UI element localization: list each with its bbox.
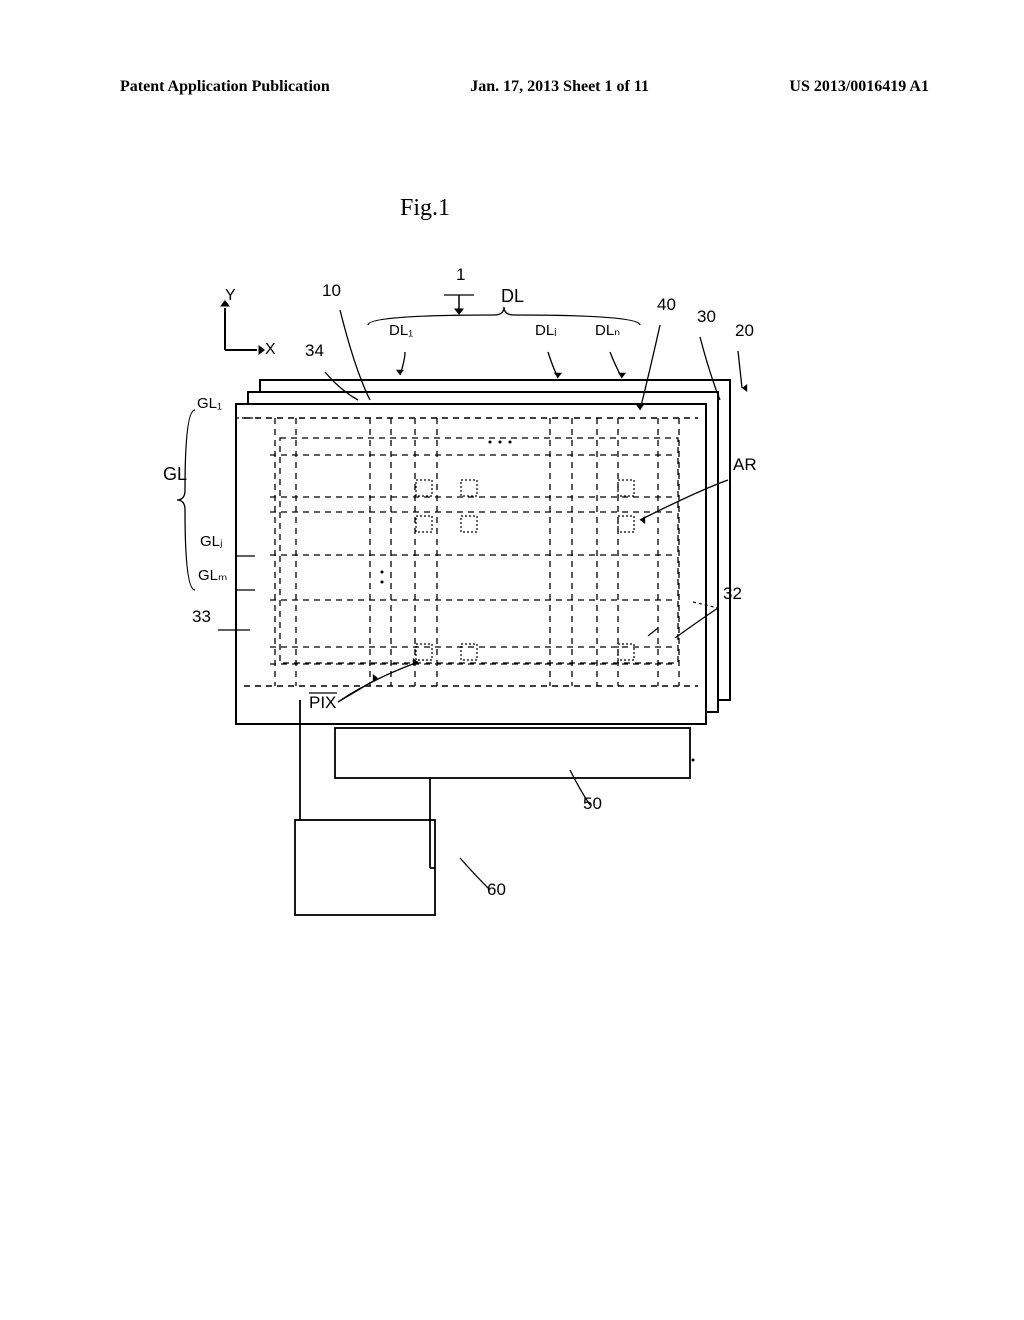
svg-text:34: 34 [305, 341, 324, 360]
svg-text:32: 32 [723, 584, 742, 603]
svg-text:GLₘ: GLₘ [198, 567, 227, 584]
svg-text:1: 1 [456, 265, 465, 284]
svg-text:PIX: PIX [309, 693, 336, 712]
svg-text:30: 30 [697, 307, 716, 326]
svg-text:60: 60 [487, 880, 506, 899]
svg-text:50: 50 [583, 794, 602, 813]
svg-text:40: 40 [657, 295, 676, 314]
svg-text:Y: Y [225, 287, 236, 304]
svg-text:DLₙ: DLₙ [595, 322, 620, 339]
figure-diagram: Fig.1 Y X 1 10 40 30 20 34 DL DL₁ DLᵢ DLₙ GL GL₁ GLⱼ GLₘ… [0, 0, 1024, 1320]
svg-text:DL: DL [501, 286, 524, 306]
svg-text:Fig.1: Fig.1 [400, 195, 450, 221]
svg-text:X: X [265, 341, 276, 358]
svg-text:DL₁: DL₁ [389, 322, 413, 339]
svg-text:AR: AR [733, 455, 757, 474]
svg-text:DLᵢ: DLᵢ [535, 322, 557, 339]
svg-text:GL: GL [163, 464, 187, 484]
svg-text:10: 10 [322, 281, 341, 300]
svg-text:33: 33 [192, 607, 211, 626]
svg-text:20: 20 [735, 321, 754, 340]
svg-text:GLⱼ: GLⱼ [200, 533, 223, 550]
svg-text:GL₁: GL₁ [197, 395, 222, 412]
